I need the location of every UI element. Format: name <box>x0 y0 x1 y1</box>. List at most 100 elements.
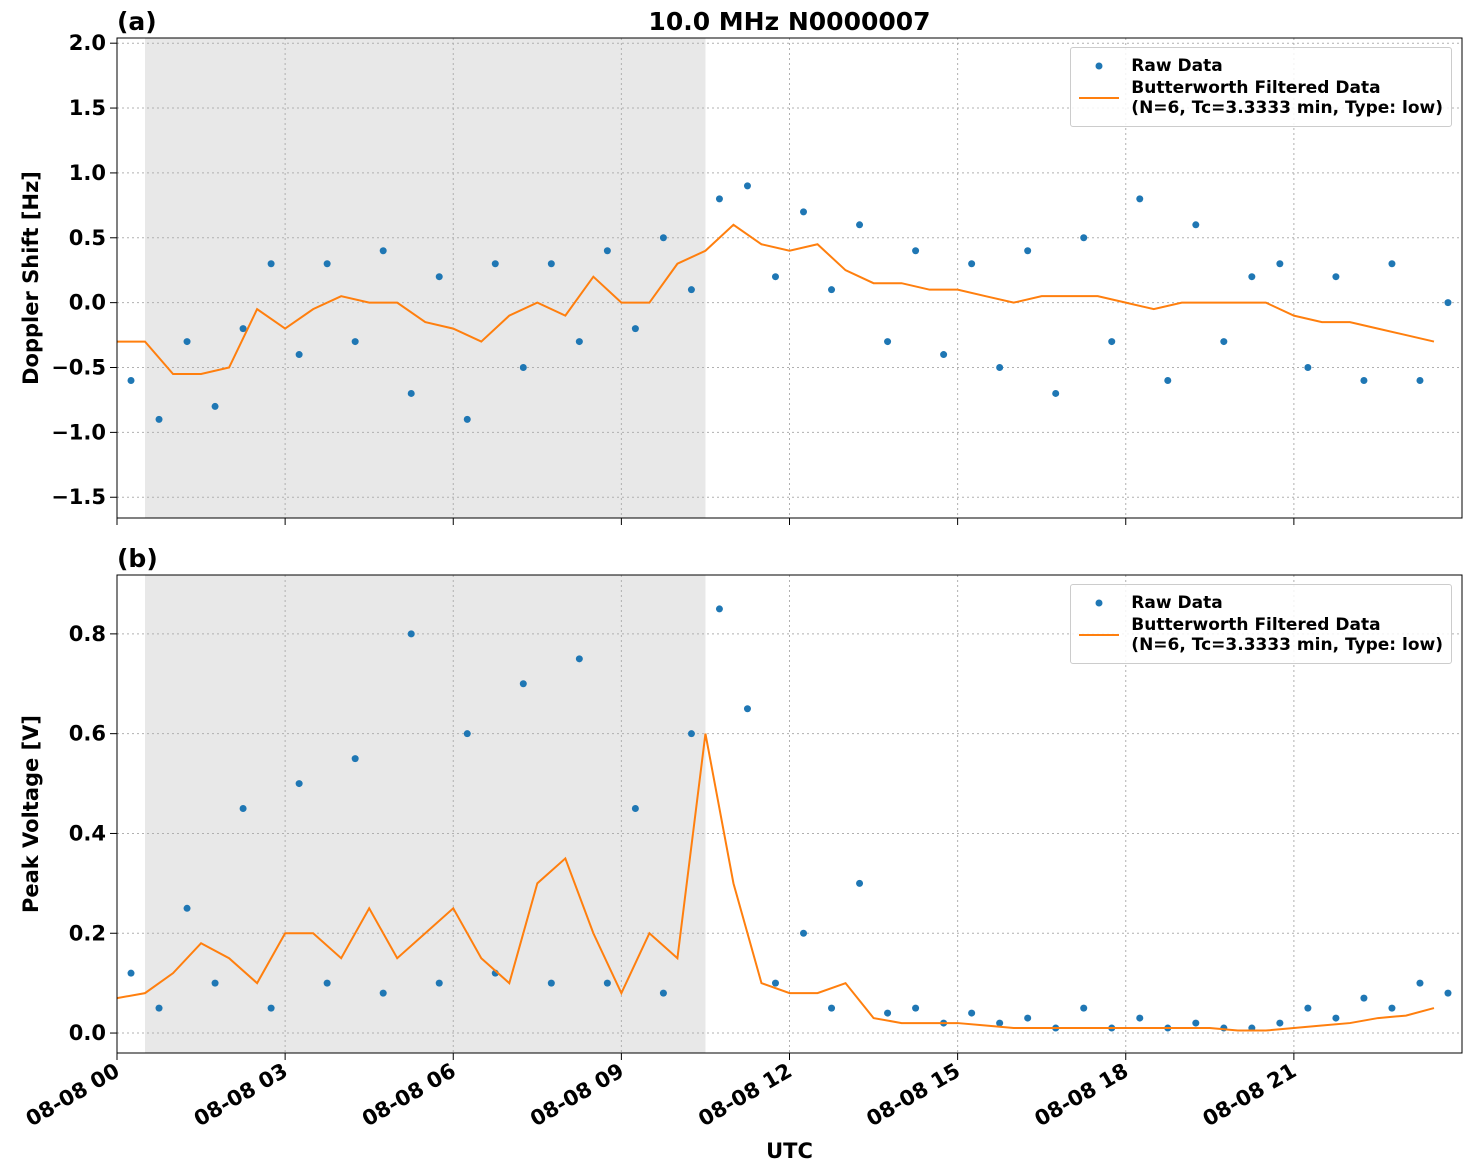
plot-area <box>117 605 1452 1032</box>
raw-point <box>1136 195 1144 203</box>
raw-point <box>435 273 443 281</box>
raw-point <box>1024 1014 1032 1022</box>
raw-point <box>1192 1019 1200 1027</box>
raw-point <box>1080 234 1088 242</box>
raw-point <box>1416 979 1424 987</box>
raw-point <box>912 247 920 255</box>
axes-frame <box>116 574 1463 1054</box>
raw-point <box>743 182 751 190</box>
y-tick-label: 0.8 <box>69 622 106 646</box>
raw-point <box>1360 376 1368 384</box>
raw-point <box>631 805 639 813</box>
raw-point <box>407 630 415 638</box>
filtered-line <box>117 733 1435 1032</box>
legend-key <box>1079 97 1120 99</box>
raw-point <box>631 325 639 333</box>
raw-point <box>519 364 527 372</box>
filtered-line <box>117 223 1435 375</box>
raw-point <box>1108 338 1116 346</box>
raw-point <box>884 1009 892 1017</box>
chart-title: 10.0 MHz N0000007 <box>648 7 930 36</box>
legend: Raw Data Butterworth Filtered Data (N=6, … <box>1070 584 1452 664</box>
panel-label: (a) <box>117 7 157 36</box>
y-tick-label: 0.5 <box>69 226 106 250</box>
x-tick-label: 08-08 12 <box>694 1059 796 1132</box>
x-tick-label: 08-08 21 <box>1199 1059 1301 1132</box>
raw-point <box>1444 989 1452 997</box>
raw-point <box>884 338 892 346</box>
raw-point <box>1080 1004 1088 1012</box>
raw-point <box>1164 376 1172 384</box>
raw-point <box>1388 1004 1396 1012</box>
raw-point <box>800 929 808 937</box>
x-tick-label: 08-08 03 <box>190 1059 292 1132</box>
raw-point <box>1304 364 1312 372</box>
raw-point <box>323 260 331 268</box>
raw-point <box>267 260 275 268</box>
panel-label: (b) <box>117 544 158 573</box>
raw-point <box>239 805 247 813</box>
raw-point <box>715 605 723 613</box>
y-tick-label: 2.0 <box>69 31 106 55</box>
legend-label: Raw Data <box>1131 593 1223 613</box>
plot-area <box>117 182 1452 423</box>
legend-entry: Raw Data <box>1079 593 1443 613</box>
raw-point <box>1052 389 1060 397</box>
y-tick-label: 0.0 <box>69 291 106 315</box>
raw-point <box>435 979 443 987</box>
y-tick-label: 0.4 <box>69 821 106 845</box>
raw-point <box>1276 260 1284 268</box>
raw-point <box>323 979 331 987</box>
raw-point <box>715 195 723 203</box>
shaded-region <box>145 38 706 518</box>
raw-point <box>1388 260 1396 268</box>
legend: Raw Data Butterworth Filtered Data (N=6, … <box>1070 47 1452 127</box>
raw-point <box>575 655 583 663</box>
raw-point <box>743 705 751 713</box>
raw-point <box>828 286 836 294</box>
raw-point <box>379 247 387 255</box>
raw-point <box>1332 1014 1340 1022</box>
raw-point <box>1444 299 1452 307</box>
y-tick-label: −0.5 <box>51 356 106 380</box>
raw-point <box>1192 221 1200 229</box>
x-tick-label: 08-08 06 <box>358 1059 460 1132</box>
raw-point <box>127 376 135 384</box>
legend-entry: Raw Data <box>1079 56 1443 76</box>
raw-point <box>295 351 303 359</box>
raw-point <box>828 1004 836 1012</box>
raw-point <box>183 904 191 912</box>
y-tick-label: −1.5 <box>51 485 106 509</box>
raw-point <box>127 969 135 977</box>
axes-frame <box>116 37 1463 519</box>
raw-point <box>1416 376 1424 384</box>
raw-point <box>267 1004 275 1012</box>
raw-point <box>155 1004 163 1012</box>
legend-marker <box>1095 62 1103 70</box>
raw-point <box>519 680 527 688</box>
raw-point <box>940 351 948 359</box>
raw-point <box>912 1004 920 1012</box>
raw-point <box>239 325 247 333</box>
raw-point <box>968 1009 976 1017</box>
y-axis-label: Doppler Shift [Hz] <box>19 171 43 385</box>
legend-marker <box>1095 599 1103 607</box>
raw-point <box>996 364 1004 372</box>
y-tick-label: −1.0 <box>51 420 106 444</box>
raw-point <box>1360 994 1368 1002</box>
raw-point <box>771 979 779 987</box>
raw-point <box>800 208 808 216</box>
raw-point <box>1276 1019 1284 1027</box>
raw-point <box>211 979 219 987</box>
y-tick-label: 1.0 <box>69 161 106 185</box>
x-tick-label: 08-08 18 <box>1030 1059 1132 1132</box>
raw-point <box>659 989 667 997</box>
raw-point <box>183 338 191 346</box>
raw-point <box>547 260 555 268</box>
raw-point <box>547 979 555 987</box>
raw-point <box>603 247 611 255</box>
legend-label: Raw Data <box>1131 56 1223 76</box>
raw-point <box>856 879 864 887</box>
raw-point <box>211 402 219 410</box>
raw-point <box>379 989 387 997</box>
